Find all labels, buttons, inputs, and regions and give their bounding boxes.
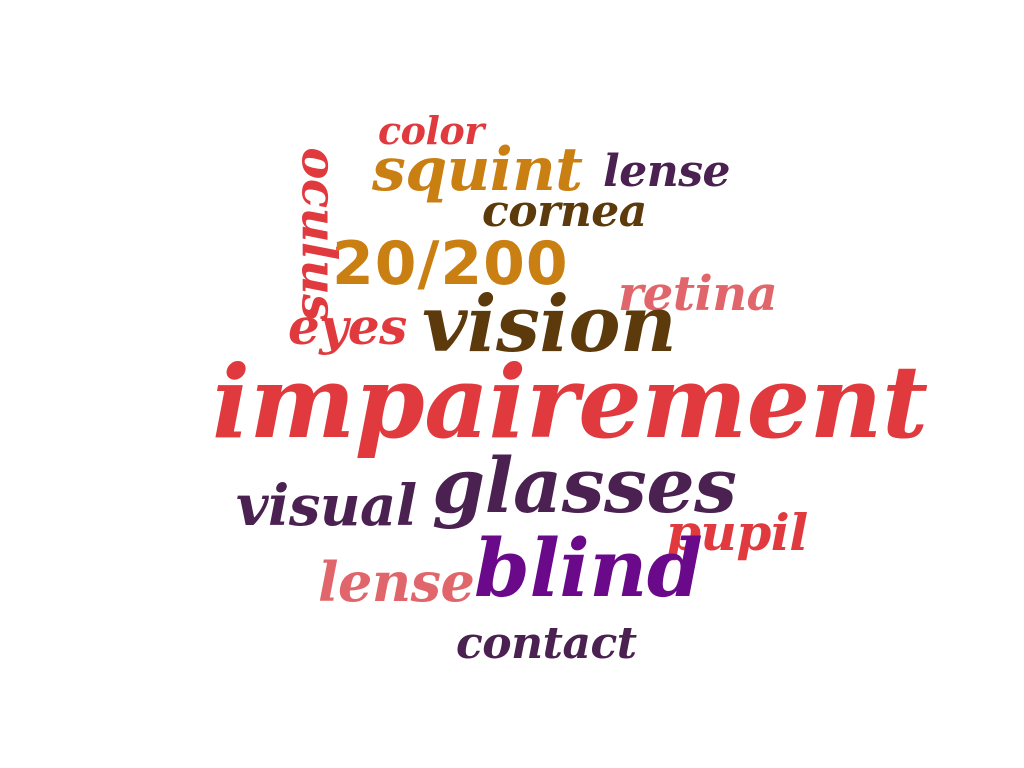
word-blind: blind <box>474 521 703 615</box>
word-20-200: 20/200 <box>332 229 569 299</box>
word-cornea: cornea <box>482 186 647 237</box>
word-pupil: pupil <box>666 503 808 562</box>
word-visual: visual <box>236 473 417 539</box>
word-contact: contact <box>456 618 637 669</box>
word-color: color <box>378 108 484 153</box>
word-vision: vision <box>422 279 677 370</box>
word-retina: retina <box>618 266 778 322</box>
word-eyes: eyes <box>288 297 407 356</box>
word-squint: squint <box>372 135 583 205</box>
word-lense-top: lense <box>603 146 730 197</box>
word-lense-bottom: lense <box>318 550 475 614</box>
word-glasses: glasses <box>432 441 737 530</box>
word-impairement: impairement <box>212 343 928 461</box>
